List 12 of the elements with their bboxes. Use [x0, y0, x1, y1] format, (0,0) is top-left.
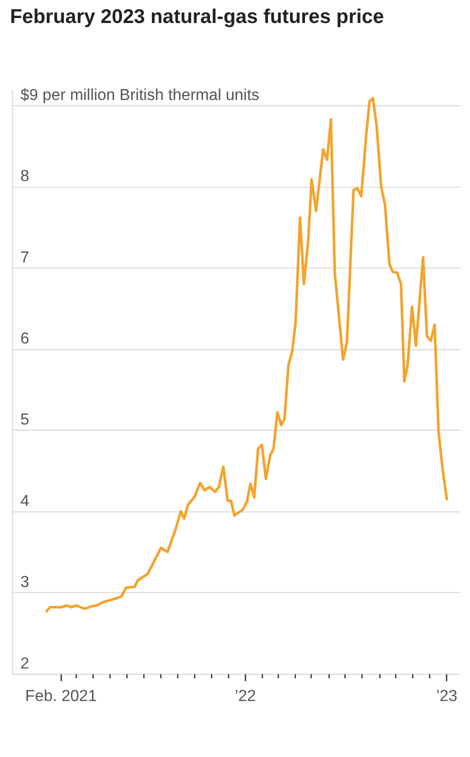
y-tick-label: 6	[20, 330, 30, 348]
y-tick-label: 7	[20, 249, 30, 266]
x-tick-label: ’23	[436, 688, 458, 706]
x-tick-label: ’22	[234, 688, 256, 706]
y-tick-label: 5	[20, 412, 30, 429]
y-tick-label: 2	[20, 655, 30, 672]
y-tick-label: $9 per million British thermal units	[20, 86, 260, 104]
y-tick-label: 3	[20, 574, 30, 592]
y-tick-label: 4	[20, 492, 30, 510]
chart-title: February 2023 natural-gas futures price	[10, 6, 384, 28]
y-tick-label: 8	[20, 168, 30, 186]
x-tick-label: Feb. 2021	[25, 688, 98, 706]
